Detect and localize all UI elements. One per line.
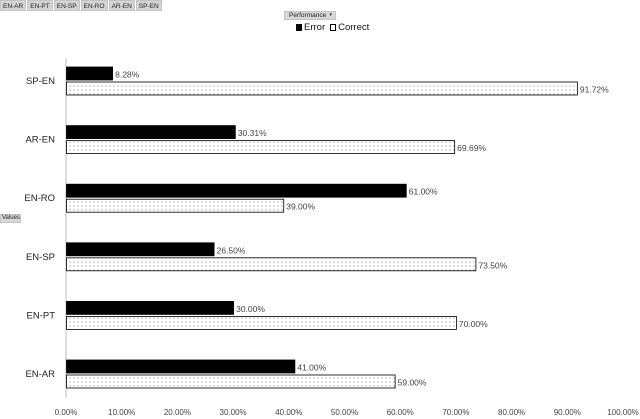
legend: Error Correct — [296, 22, 374, 33]
legend-swatch-error — [296, 24, 302, 31]
legend-label-correct: Correct — [338, 22, 370, 33]
filter-chip-en-ar[interactable]: EN-AR — [0, 0, 27, 11]
data-label-correct-en-pt: 70.00% — [459, 319, 488, 329]
filter-chip-ar-en[interactable]: AR-EN — [108, 0, 135, 11]
bar-correct-sp-en — [66, 81, 578, 96]
data-label-error-en-sp: 26.50% — [217, 245, 246, 255]
x-tick-label: 100.00% — [607, 408, 639, 417]
bar-error-ar-en — [66, 125, 236, 139]
x-tick-label: 10.00% — [108, 408, 135, 417]
x-tick-label: 70.00% — [442, 408, 469, 417]
category-label: SP-EN — [26, 76, 55, 87]
data-label-error-en-pt: 30.00% — [236, 304, 265, 314]
x-tick-label: 80.00% — [498, 408, 525, 417]
x-tick-label: 90.00% — [554, 408, 581, 417]
values-label: Values — [2, 215, 20, 221]
bar-error-en-ar — [66, 359, 296, 374]
values-field-button[interactable]: Values — [0, 214, 21, 223]
legend-item-correct[interactable]: Correct — [330, 22, 369, 33]
bar-error-en-sp — [66, 242, 215, 257]
data-label-correct-en-ro: 39.00% — [286, 202, 315, 212]
bar-correct-en-pt — [66, 315, 457, 330]
category-label: EN-PT — [27, 310, 56, 321]
bar-error-en-ro — [66, 183, 407, 198]
category-label: AR-EN — [25, 135, 55, 146]
data-label-error-ar-en: 30.31% — [238, 128, 267, 138]
legend-item-error[interactable]: Error — [296, 22, 325, 33]
data-label-correct-en-ar: 59.00% — [398, 378, 427, 388]
category-label: EN-RO — [24, 193, 55, 204]
x-tick-label: 50.00% — [331, 408, 358, 417]
data-label-correct-sp-en: 91.72% — [580, 85, 609, 95]
x-tick-label: 0.00% — [55, 408, 78, 417]
bar-correct-en-ar — [66, 374, 396, 389]
x-tick-label: 20.00% — [164, 408, 191, 417]
data-label-error-en-ro: 61.00% — [409, 187, 438, 197]
performance-field-button[interactable]: Performance ▾ — [284, 11, 336, 20]
filter-chip-en-ro[interactable]: EN-RO — [80, 0, 108, 11]
data-label-correct-ar-en: 69.69% — [457, 143, 486, 153]
filter-bar: EN-AR EN-PT EN-SP EN-RO AR-EN SP-EN — [0, 0, 163, 11]
data-label-error-sp-en: 8.28% — [115, 70, 140, 80]
performance-label: Performance — [289, 12, 327, 19]
x-tick-label: 30.00% — [220, 408, 247, 417]
bar-correct-en-ro — [66, 198, 285, 213]
filter-chip-en-sp[interactable]: EN-SP — [53, 0, 80, 11]
category-label: EN-AR — [25, 369, 55, 380]
bar-error-sp-en — [66, 66, 114, 81]
legend-label-error: Error — [304, 22, 326, 33]
x-tick-label: 60.00% — [387, 408, 414, 417]
x-tick-label: 40.00% — [275, 408, 302, 417]
dropdown-icon: ▾ — [329, 12, 332, 18]
filter-chip-en-pt[interactable]: EN-PT — [27, 0, 53, 11]
bar-error-en-pt — [66, 300, 235, 315]
bar-correct-ar-en — [66, 140, 456, 155]
data-label-correct-en-sp: 73.50% — [478, 260, 507, 270]
data-label-error-en-ar: 41.00% — [297, 363, 326, 373]
legend-swatch-correct — [330, 24, 337, 31]
filter-chip-sp-en[interactable]: SP-EN — [135, 0, 162, 11]
bar-correct-en-sp — [66, 257, 477, 272]
category-label: EN-SP — [26, 252, 55, 263]
